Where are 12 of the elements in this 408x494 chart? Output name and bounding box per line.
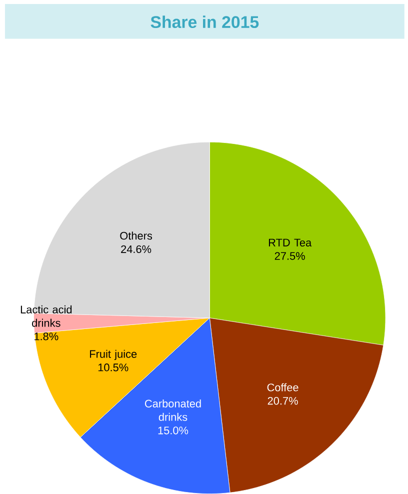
slice-label: Coffee: [267, 383, 298, 392]
slice-label: Fruit juice: [90, 350, 136, 360]
slice-label: RTD Tea: [268, 238, 312, 246]
chart-title: Share in 2015: [150, 16, 258, 28]
slice-label: Others: [120, 232, 152, 240]
data-label: 15.0%: [158, 426, 188, 434]
data-label: 10.5%: [98, 364, 128, 372]
data-label: 27.5%: [274, 252, 305, 260]
data-label: 20.7%: [268, 396, 298, 405]
slice-label: Lactic acid drinks: [20, 305, 72, 327]
slice-label: Carbonated drinks: [144, 399, 201, 421]
data-label: 24.6%: [120, 245, 151, 254]
